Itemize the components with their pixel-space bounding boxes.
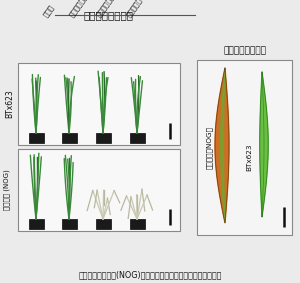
Bar bbox=[29, 219, 44, 229]
Text: たかきび (NOG): たかきび (NOG) bbox=[4, 170, 10, 210]
Polygon shape bbox=[220, 68, 225, 223]
Bar bbox=[130, 219, 145, 229]
Polygon shape bbox=[215, 68, 229, 223]
Bar bbox=[29, 133, 44, 143]
Text: 無処理: 無処理 bbox=[42, 3, 55, 18]
Text: フェニトロチオン: フェニトロチオン bbox=[95, 0, 121, 18]
Text: アセフェート: アセフェート bbox=[68, 0, 88, 18]
Text: フェニトロチオン: フェニトロチオン bbox=[223, 46, 266, 55]
Text: マラチオン: マラチオン bbox=[125, 0, 143, 18]
Text: 図１．　たかきび(NOG)が示す有機リン系殺虫剤に対する薬害: 図１． たかきび(NOG)が示す有機リン系殺虫剤に対する薬害 bbox=[78, 271, 222, 280]
Bar bbox=[197, 60, 292, 235]
Bar bbox=[96, 219, 111, 229]
Text: たかきび（NOG）: たかきび（NOG） bbox=[206, 126, 212, 169]
Bar bbox=[18, 63, 180, 145]
Text: 有機リン系殺虫剤: 有機リン系殺虫剤 bbox=[83, 10, 133, 20]
Text: BTx623: BTx623 bbox=[5, 90, 14, 118]
Bar bbox=[62, 133, 77, 143]
Bar bbox=[130, 133, 145, 143]
Bar bbox=[62, 219, 77, 229]
Bar bbox=[96, 133, 111, 143]
Text: BTx623: BTx623 bbox=[246, 144, 252, 171]
Bar bbox=[18, 149, 180, 231]
Polygon shape bbox=[260, 72, 268, 217]
